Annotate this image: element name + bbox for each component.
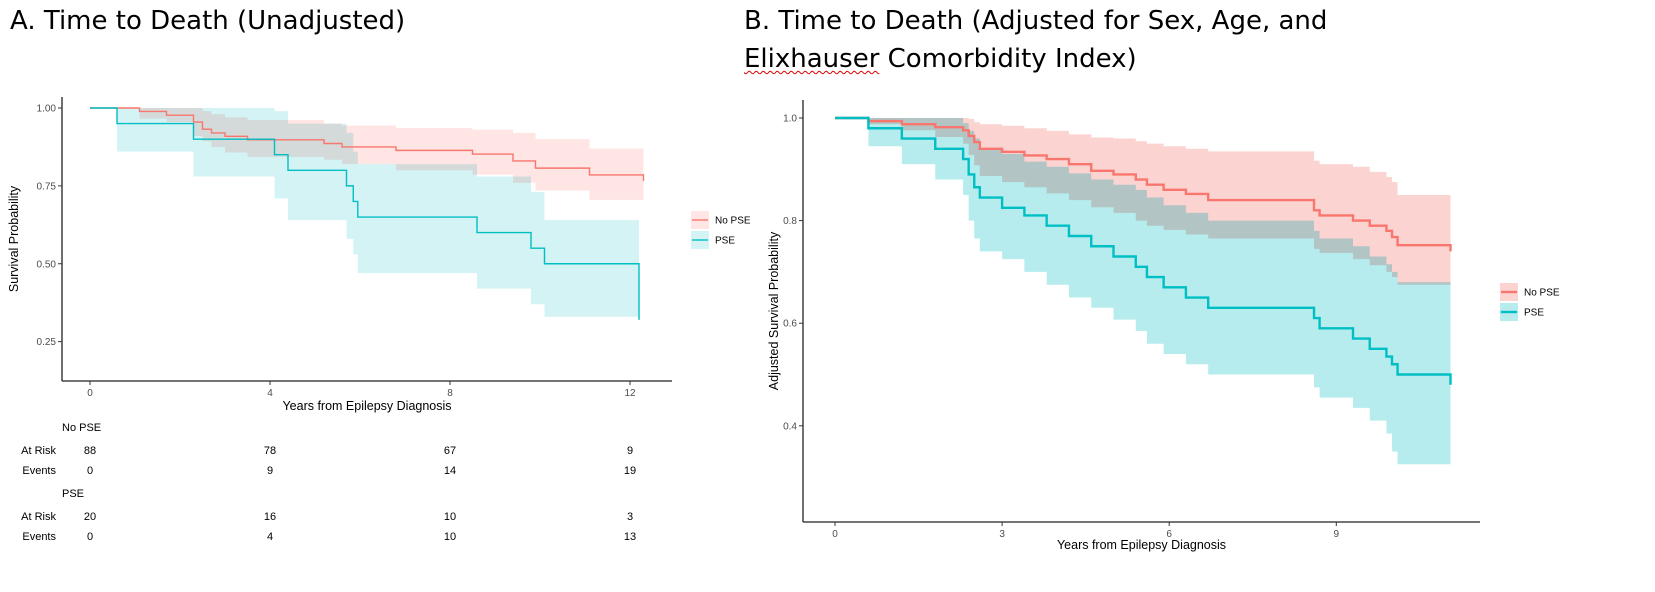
y-tick-label: 0.50	[37, 259, 57, 270]
risk-table: No PSE At Risk 88 78 67 9 Events 0 9 14 19 PSE At Ri…	[21, 422, 636, 543]
chart-b: 0 3 6 9 0.4 0.6 0.8 1.0 Years from Epilepsy Diag…	[767, 100, 1560, 552]
confidence-bands	[90, 108, 644, 370]
x-axis-title: Years from Epilepsy Diagnosis	[1057, 538, 1226, 552]
risk-value: 9	[627, 445, 633, 457]
legend-label: No PSE	[715, 216, 751, 227]
legend-label: PSE	[1524, 308, 1544, 319]
survival-line-pse	[835, 116, 1452, 385]
confidence-band-pse	[90, 108, 639, 370]
risk-value: 16	[264, 511, 276, 523]
legend: No PSE PSE	[1500, 283, 1560, 321]
confidence-band-pse	[835, 118, 1451, 478]
risk-value: 10	[444, 531, 456, 543]
risk-value: 9	[267, 465, 273, 477]
x-tick-label: 12	[624, 388, 636, 399]
x-tick-label: 8	[447, 388, 453, 399]
confidence-bands	[835, 118, 1451, 478]
risk-value: 14	[444, 465, 456, 477]
risk-group-label: PSE	[62, 488, 84, 500]
risk-value: 13	[624, 531, 636, 543]
y-tick-label: 1.0	[783, 114, 797, 125]
risk-row-label: At Risk	[21, 511, 56, 523]
survival-line-no-pse	[90, 107, 645, 181]
risk-value: 20	[84, 511, 96, 523]
risk-row-label: Events	[22, 465, 56, 477]
panel-a-title: A. Time to Death (Unadjusted)	[10, 6, 406, 36]
risk-value: 67	[444, 445, 456, 457]
legend: No PSE PSE	[691, 211, 751, 249]
risk-value: 4	[267, 531, 273, 543]
risk-value: 78	[264, 445, 276, 457]
y-tick-label: 0.75	[37, 181, 57, 192]
risk-value: 0	[87, 465, 93, 477]
x-tick-label: 9	[1334, 529, 1340, 540]
risk-group-label: No PSE	[62, 422, 101, 434]
risk-value: 0	[87, 531, 93, 543]
y-axis-title: Adjusted Survival Probability	[767, 231, 781, 390]
x-tick-label: 0	[87, 388, 93, 399]
risk-row-label: At Risk	[21, 445, 56, 457]
y-axis-title: Survival Probability	[7, 185, 21, 292]
y-tick-label: 0.6	[783, 319, 797, 330]
panel-b-title-prefix: B. Time to Death (Adjusted for Sex, Age,…	[744, 6, 1328, 36]
y-tick-label: 0.25	[37, 337, 57, 348]
risk-value: 10	[444, 511, 456, 523]
x-tick-label: 3	[999, 529, 1005, 540]
legend-label: PSE	[715, 236, 735, 247]
legend-label: No PSE	[1524, 288, 1560, 299]
spellcheck-underlined-word: Elixhauser	[744, 44, 880, 74]
risk-row-label: Events	[22, 531, 56, 543]
risk-value: 3	[627, 511, 633, 523]
x-axis-title: Years from Epilepsy Diagnosis	[282, 399, 451, 413]
survival-line-no-pse	[835, 116, 1452, 252]
survival-line-pse	[90, 107, 640, 320]
panel-b-title: B. Time to Death (Adjusted for Sex, Age,…	[744, 2, 1464, 78]
y-tick-label: 1.00	[37, 104, 57, 115]
chart-a: 0 4 8 12 0.25 0.50 0.75 1.00 Years from Epilepsy…	[7, 97, 751, 543]
risk-value: 88	[84, 445, 96, 457]
x-tick-label: 0	[832, 529, 838, 540]
panel-b-title-suffix: Comorbidity Index)	[879, 44, 1137, 74]
x-tick-label: 4	[267, 388, 273, 399]
y-tick-label: 0.4	[783, 421, 797, 432]
risk-value: 19	[624, 465, 636, 477]
x-tick-label: 6	[1166, 529, 1172, 540]
y-tick-label: 0.8	[783, 216, 797, 227]
